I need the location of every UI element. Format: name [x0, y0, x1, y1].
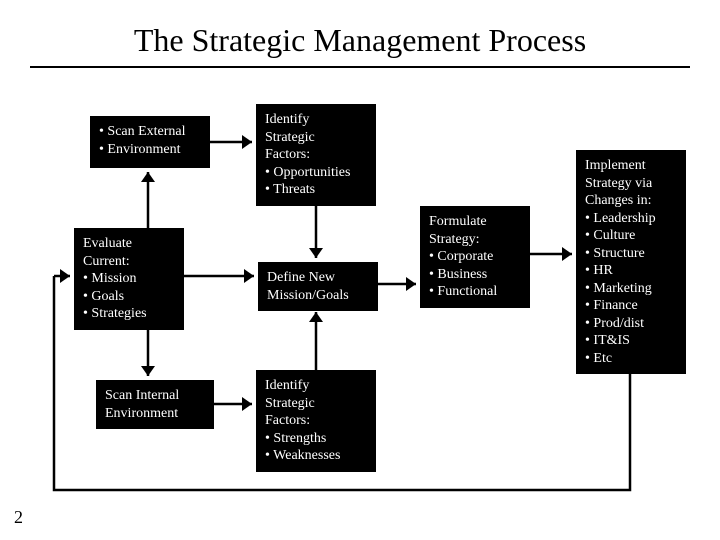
box-define_mission: Define NewMission/Goals	[258, 262, 378, 311]
box-identify_opps: IdentifyStrategicFactors:• Opportunities…	[256, 104, 376, 206]
box-scan_internal: Scan InternalEnvironment	[96, 380, 214, 429]
box-implement: ImplementStrategy viaChanges in:• Leader…	[576, 150, 686, 374]
box-scan_external: • Scan External• Environment	[90, 116, 210, 168]
title-underline	[30, 66, 690, 68]
box-formulate: FormulateStrategy:• Corporate• Business•…	[420, 206, 530, 308]
box-evaluate_current: EvaluateCurrent:• Mission• Goals• Strate…	[74, 228, 184, 330]
page-number: 2	[14, 507, 23, 528]
box-identify_strengths: IdentifyStrategicFactors:• Strengths• We…	[256, 370, 376, 472]
page-title: The Strategic Management Process	[0, 22, 720, 59]
